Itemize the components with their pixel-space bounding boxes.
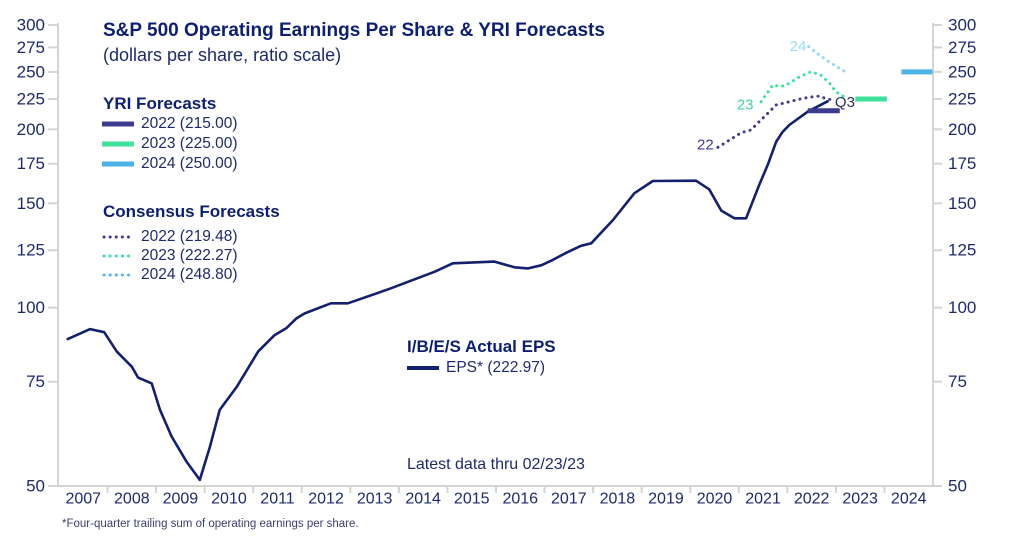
- x-tick-label: 2007: [65, 491, 101, 508]
- x-tick-label: 2011: [260, 491, 295, 508]
- legend-consensus-items: 2022 (219.48) 2023 (222.27) 2024 (248.80…: [100, 227, 238, 284]
- y-tick-label-left: 200: [17, 120, 45, 139]
- consensus-forecast-line: [759, 70, 846, 104]
- y-tick-label-left: 50: [26, 477, 45, 496]
- legend-label: 2024 (248.80): [141, 265, 238, 283]
- legend-swatch-solid: [102, 121, 134, 127]
- consensus-forecast-line: [807, 45, 847, 74]
- legend-actual-title: I/B/E/S Actual EPS: [407, 337, 556, 356]
- consensus-forecast-line: [716, 94, 833, 149]
- legend-yri-title: YRI Forecasts: [103, 94, 217, 113]
- latest-data-note: Latest data thru 02/23/23: [407, 456, 585, 473]
- legend-swatch-solid: [102, 161, 134, 167]
- x-tick-label: 2014: [405, 491, 441, 508]
- x-tick-label: 2015: [454, 491, 490, 508]
- legend-label: 2024 (250.00): [141, 155, 238, 172]
- y-tick-label-right: 75: [948, 372, 967, 391]
- x-tick-label: 2017: [551, 491, 587, 508]
- footnote: *Four-quarter trailing sum of operating …: [62, 518, 359, 530]
- legend-label: 2023 (222.27): [141, 246, 238, 264]
- legend-swatch-dotted: [102, 254, 134, 257]
- y-tick-label-right: 225: [948, 90, 976, 109]
- legend-yri-items: 2022 (215.00) 2023 (225.00) 2024 (250.00…: [100, 114, 238, 174]
- x-tick-label: 2023: [842, 491, 878, 508]
- x-tick-label: 2022: [794, 491, 830, 508]
- x-tick-label: 2019: [648, 491, 684, 508]
- legend-swatch-dotted: [102, 235, 134, 238]
- legend-label: EPS* (222.97): [446, 359, 546, 376]
- x-tick-label: 2008: [114, 491, 150, 508]
- y-tick-label-right: 300: [948, 16, 976, 35]
- x-tick-label: 2020: [697, 491, 733, 508]
- legend-actual-items: EPS* (222.97): [405, 358, 545, 378]
- annotation-label: 24: [790, 38, 807, 55]
- legend-item-consensus-2023: 2023 (222.27): [100, 246, 238, 265]
- legend-consensus-title: Consensus Forecasts: [103, 202, 280, 221]
- y-tick-label-left: 225: [17, 90, 45, 109]
- legend-item-consensus-2024: 2024 (248.80): [100, 265, 238, 284]
- y-tick-label-left: 150: [17, 194, 45, 213]
- y-tick-label-left: 75: [26, 372, 45, 391]
- y-tick-label-right: 175: [948, 154, 976, 173]
- legend-item-eps: EPS* (222.97): [405, 358, 545, 378]
- legend-swatch-dotted: [102, 273, 134, 276]
- y-tick-label-right: 50: [948, 477, 967, 496]
- legend-label: 2022 (219.48): [141, 227, 238, 245]
- x-tick-label: 2021: [745, 491, 781, 508]
- y-tick-label-left: 125: [17, 241, 45, 260]
- y-tick-label-right: 100: [948, 298, 976, 317]
- y-tick-label-left: 100: [17, 298, 45, 317]
- x-tick-label: 2018: [600, 491, 636, 508]
- y-tick-label-right: 250: [948, 62, 976, 81]
- y-tick-label-right: 200: [948, 120, 976, 139]
- legend-item-consensus-2022: 2022 (219.48): [100, 227, 238, 246]
- legend-item-yri-2024: 2024 (250.00): [100, 154, 238, 174]
- x-tick-label: 2016: [502, 491, 538, 508]
- legend-consensus: Consensus Forecasts: [103, 202, 280, 222]
- legend-swatch-solid: [407, 366, 439, 370]
- legend-label: 2023 (225.00): [141, 135, 238, 152]
- legend-item-yri-2022: 2022 (215.00): [100, 114, 238, 134]
- y-tick-label-right: 150: [948, 194, 976, 213]
- y-tick-label-left: 250: [17, 62, 45, 81]
- x-tick-label: 2013: [357, 491, 393, 508]
- y-tick-label-left: 300: [17, 16, 45, 35]
- series: [66, 45, 933, 482]
- legend-swatch-solid: [102, 141, 134, 147]
- x-tick-label: 2010: [211, 491, 247, 508]
- annotation-label: Q3: [835, 94, 855, 111]
- axes: 50 50 75 75 100 100 125 125 150 150 175 175 200 200 22…: [17, 16, 977, 508]
- legend-label: 2022 (215.00): [141, 115, 238, 132]
- y-tick-label-left: 275: [17, 38, 45, 57]
- y-tick-label-left: 175: [17, 154, 45, 173]
- legend-yri: YRI Forecasts: [103, 94, 216, 114]
- legend-item-yri-2023: 2023 (225.00): [100, 134, 238, 154]
- x-tick-label: 2024: [891, 491, 927, 508]
- y-tick-label-right: 275: [948, 38, 976, 57]
- x-tick-label: 2012: [308, 491, 344, 508]
- x-tick-label: 2009: [163, 491, 199, 508]
- annotation-label: 23: [737, 96, 754, 113]
- chart-title: S&P 500 Operating Earnings Per Share & Y…: [103, 20, 605, 41]
- annotations: 22 23 24 Q3: [697, 38, 855, 153]
- y-tick-label-right: 125: [948, 241, 976, 260]
- annotation-label: 22: [697, 136, 714, 153]
- legend-actual: I/B/E/S Actual EPS: [407, 337, 556, 357]
- chart-subtitle: (dollars per share, ratio scale): [103, 45, 342, 65]
- eps-line: [66, 100, 829, 482]
